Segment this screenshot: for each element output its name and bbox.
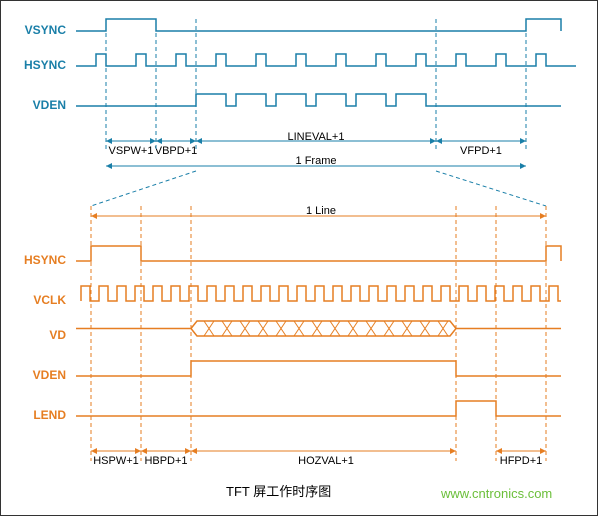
diagram-container: VSYNC HSYNC VDEN HSYNC VCLK VD VDEN LEND…: [0, 0, 598, 516]
timing-svg: [1, 1, 598, 517]
